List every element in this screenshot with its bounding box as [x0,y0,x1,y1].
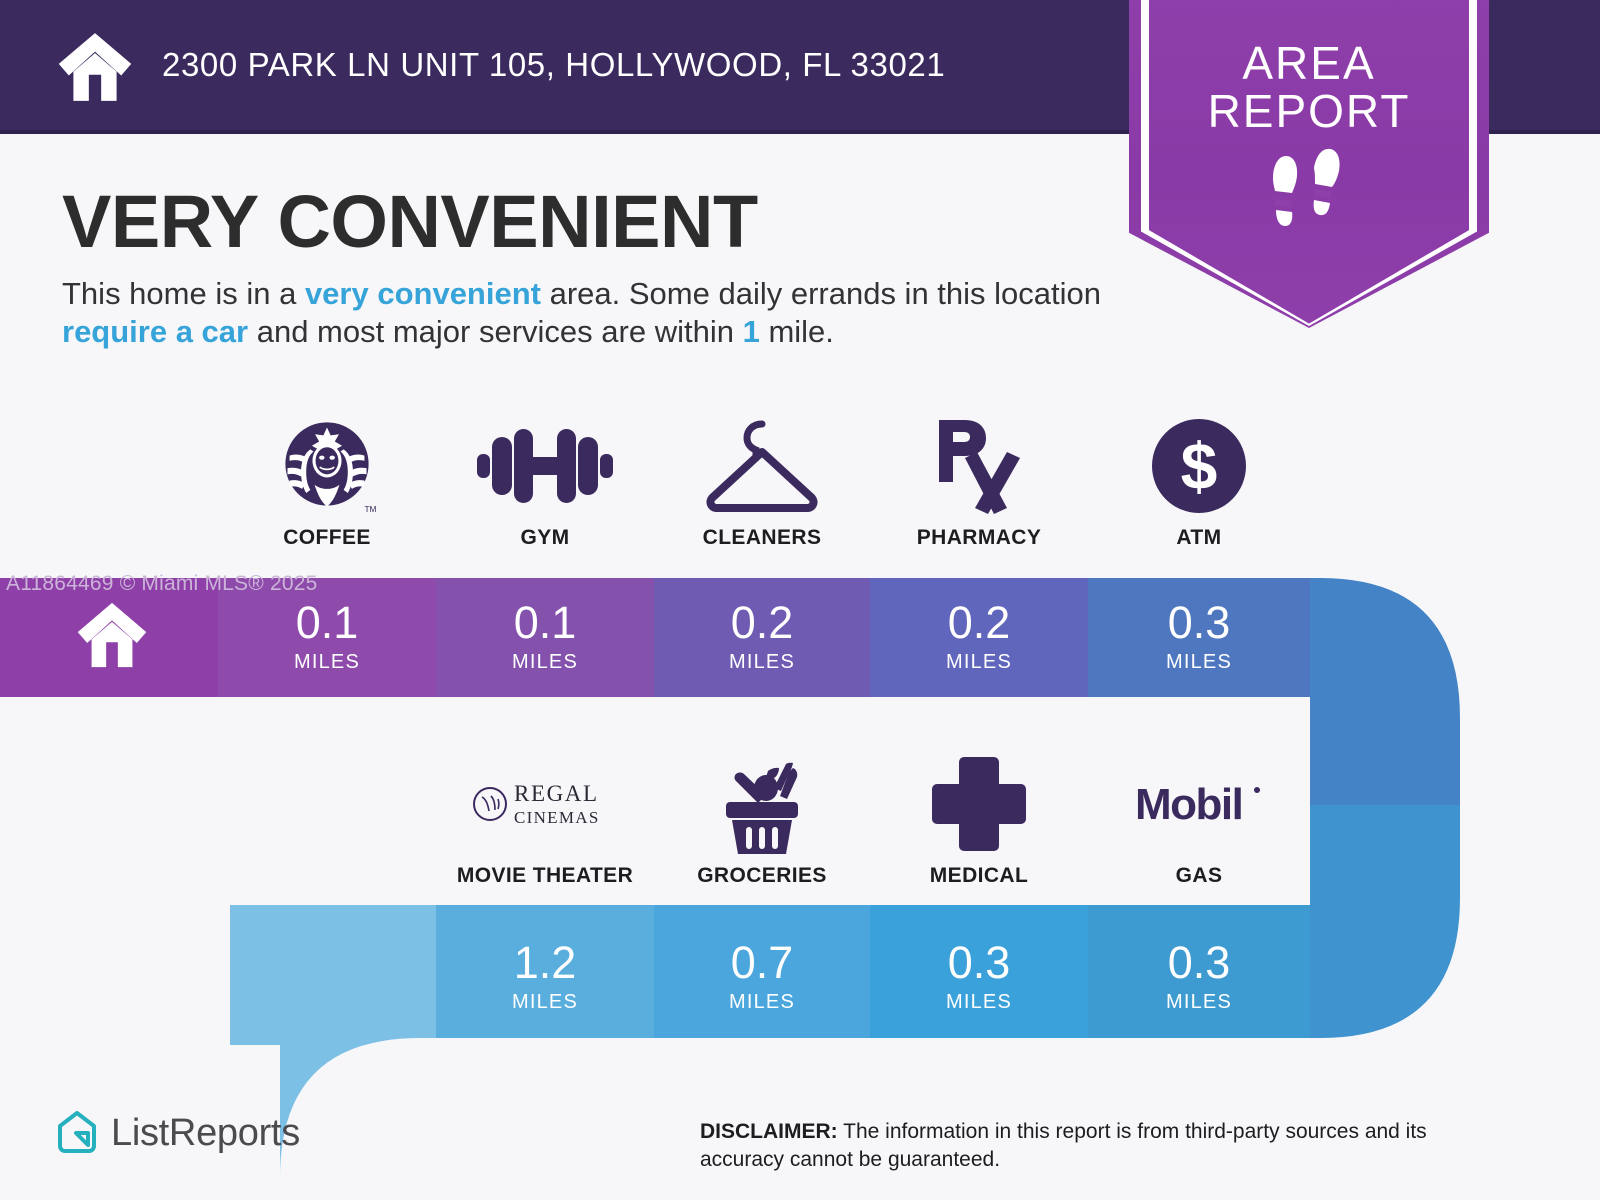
svg-text:$: $ [1181,429,1218,503]
amenity-label: MEDICAL [929,864,1029,887]
home-marker-icon [77,602,147,668]
summary-highlight-3: 1 [742,313,760,349]
amenity-coffee: TM COFFEE [218,412,436,550]
ribbon-segment-cleaners [654,578,870,697]
summary-text-1: This home is in a [62,276,305,311]
home-icon [58,33,132,101]
disclaimer: DISCLAIMER: The information in this repo… [700,1118,1490,1173]
starbucks-logo-icon: TM [218,412,436,520]
amenity-label: GAS [1175,864,1223,887]
ribbon-curve-left [230,905,436,1045]
ribbon-segment-movie [436,905,654,1045]
amenity-cleaners: CLEANERS [654,412,870,550]
hanger-icon [654,412,870,520]
amenity-label: PHARMACY [916,526,1042,549]
disclaimer-label: DISCLAIMER: [700,1120,838,1143]
amenity-gas: Mobil GAS [1088,750,1310,888]
summary-text-3: and most major services are within [248,313,743,349]
amenity-pharmacy: PHARMACY [870,412,1088,550]
amenity-gym: GYM [436,412,654,550]
ribbon-tail-left [280,1040,438,1200]
svg-text:Mobil: Mobil [1135,780,1242,829]
summary-description: This home is in a very convenient area. … [62,275,1112,351]
ribbon-segment-groceries [654,905,870,1045]
ribbon-curve-right-top [1310,578,1460,805]
amenity-atm: $ ATM [1088,412,1310,550]
amenity-label: GYM [520,526,570,549]
amenity-label: GROCERIES [697,864,827,887]
medical-cross-icon [870,750,1088,858]
ribbon-segment-gym [436,578,654,697]
amenity-movie-theater: REGAL CINEMAS MOVIE THEATER [436,750,654,888]
amenity-label: CLEANERS [702,526,822,549]
svg-text:TM: TM [364,504,376,514]
page-title: VERY CONVENIENT [62,180,758,263]
listreports-house-tag-icon [58,1111,96,1153]
summary-text-2: area. Some daily errands in this locatio… [540,276,1101,311]
rx-icon [870,412,1088,520]
mls-watermark: A11864469 © Miami MLS® 2025 [6,572,318,595]
ribbon-segment-atm [1088,578,1310,697]
amenity-medical: MEDICAL [870,750,1088,888]
property-address: 2300 PARK LN UNIT 105, HOLLYWOOD, FL 330… [162,46,946,83]
svg-text:REGAL: REGAL [514,781,599,806]
amenity-groceries: GROCERIES [654,750,870,888]
ribbon-segment-coffee [218,578,436,697]
ribbon-segment-medical [870,905,1088,1045]
amenity-label: MOVIE THEATER [456,864,634,887]
summary-text-4: mile. [759,313,834,349]
ribbon-segment-gas [1088,905,1310,1045]
amenity-label: COFFEE [283,526,371,549]
ribbon-curve-right-bottom [1310,805,1460,1050]
mobil-logo-icon: Mobil [1088,750,1310,858]
disclaimer-text: The information in this report is from t… [700,1120,1427,1171]
ribbon-segment-pharmacy [870,578,1088,697]
summary-highlight-2: require a car [62,313,249,349]
svg-text:CINEMAS: CINEMAS [514,808,600,827]
regal-cinemas-logo-icon: REGAL CINEMAS [436,750,654,858]
amenity-label: ATM [1176,526,1222,549]
listreports-logo[interactable]: ListReports [56,1110,300,1156]
badge-line-2: REPORT [1207,85,1411,137]
grocery-basket-icon [654,750,870,858]
badge-line-1: AREA [1242,37,1376,89]
summary-highlight-1: very convenient [304,276,541,311]
dumbbell-icon [436,412,654,520]
footprints-icon [1273,148,1340,226]
listreports-wordmark: ListReports [111,1111,300,1154]
dollar-circle-icon: $ [1088,412,1310,520]
